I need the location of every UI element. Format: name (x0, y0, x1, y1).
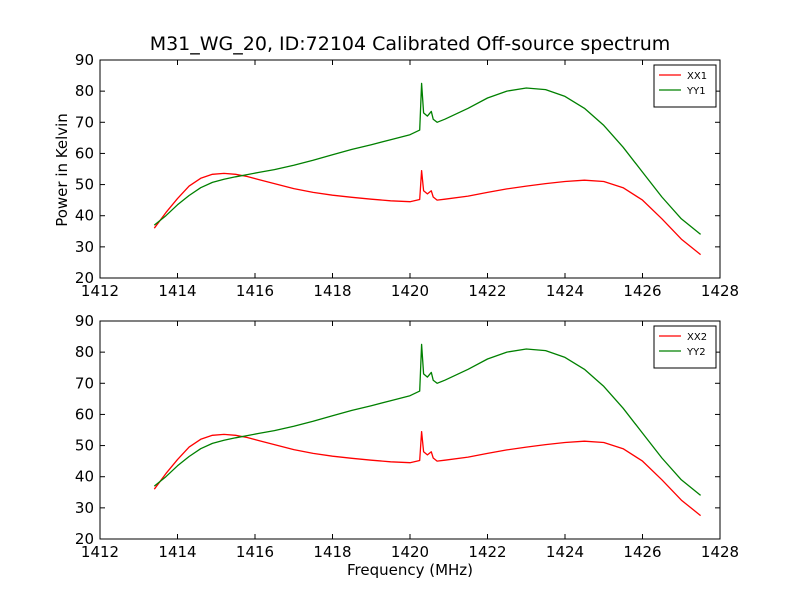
legend-box (653, 64, 717, 108)
y-tick-label: 40 (75, 207, 94, 225)
x-tick-label: 1414 (158, 543, 196, 561)
y-tick-label: 20 (75, 269, 94, 287)
y-tick-label: 70 (75, 113, 94, 131)
x-tick-label: 1420 (391, 282, 429, 300)
y-tick-label: 30 (75, 238, 94, 256)
x-tick-label: 1428 (701, 543, 739, 561)
axes-frame (99, 59, 721, 279)
x-tick-label: 1426 (623, 543, 661, 561)
x-tick-label: 1412 (81, 543, 119, 561)
y-tick-label: 70 (75, 374, 94, 392)
plot-panel-top: 1412 1414 1416 1418 1420 1422 1424 1426 1428 20 30… (75, 51, 739, 300)
legend-label-yy1: YY1 (686, 86, 706, 97)
x-tick-label: 1422 (468, 543, 506, 561)
plot-panel-bottom: 1412 1414 1416 1418 1420 1422 1424 1426 1428 20 30… (75, 312, 739, 561)
x-tick-label: 1416 (236, 282, 274, 300)
x-tick-label: 1418 (313, 543, 351, 561)
x-tick-label: 1416 (236, 543, 274, 561)
y-tick-label: 60 (75, 144, 94, 162)
y-tick-label: 80 (75, 82, 94, 100)
x-tick-label: 1424 (546, 543, 584, 561)
y-tick-label: 50 (75, 176, 94, 194)
series-line-xx1 (153, 169, 702, 256)
x-tick-label: 1412 (81, 282, 119, 300)
y-tick-label: 50 (75, 437, 94, 455)
legend-box (653, 325, 717, 369)
y-tick-label: 80 (75, 343, 94, 361)
axes-frame (99, 320, 721, 540)
x-tick-label: 1420 (391, 543, 429, 561)
series-line-yy1 (153, 82, 702, 235)
y-tick-label: 20 (75, 530, 94, 548)
x-tick-label: 1414 (158, 282, 196, 300)
legend-label-yy2: YY2 (686, 347, 706, 358)
y-tick-label: 90 (75, 51, 94, 69)
x-tick-label: 1418 (313, 282, 351, 300)
y-tick-label: 60 (75, 405, 94, 423)
x-axis-label: Frequency (MHz) (346, 561, 474, 579)
y-tick-label: 40 (75, 468, 94, 486)
legend-label-xx2: XX2 (687, 332, 707, 343)
series-line-yy2 (153, 343, 702, 496)
y-tick-label: 90 (75, 312, 94, 330)
y-tick-label: 30 (75, 499, 94, 517)
x-tick-label: 1422 (468, 282, 506, 300)
series-line-xx2 (153, 430, 702, 517)
x-tick-label: 1426 (623, 282, 661, 300)
x-tick-label: 1424 (546, 282, 584, 300)
legend-label-xx1: XX1 (687, 71, 707, 82)
chart-title: M31_WG_20, ID:72104 Calibrated Off-sourc… (149, 33, 671, 55)
x-tick-label: 1428 (701, 282, 739, 300)
